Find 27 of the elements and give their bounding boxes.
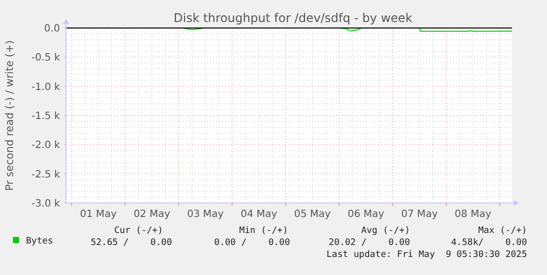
text: Last update: Fri May 9 05:30:30 2025 — [326, 250, 527, 260]
text: 20.02 / 0.00 — [328, 238, 410, 248]
y-axis-title: Pr second read (-) / write (+) — [4, 40, 16, 191]
x-tick-label: 07 May — [401, 209, 438, 220]
y-tick-label: -1.0 k — [32, 82, 60, 93]
text: 4.58k/ 0.00 — [451, 238, 527, 248]
y-tick-label: -1.5 k — [32, 111, 60, 122]
x-tick-label: 03 May — [187, 209, 224, 220]
x-tick-label: 08 May — [454, 209, 492, 220]
y-tick-label: -3.0 k — [32, 198, 60, 210]
text: Cur (-/+) — [114, 226, 163, 236]
y-tick-label: -2.0 k — [32, 140, 60, 152]
x-tick-label: 06 May — [348, 209, 384, 220]
text: 52.65 / 0.00 — [90, 238, 172, 248]
x-tick-label: 05 May — [294, 209, 331, 220]
text: Min (-/+) — [239, 226, 288, 236]
y-tick-label: -0.5 k — [32, 52, 60, 64]
text: Avg (-/+) — [361, 226, 410, 236]
chart-title: Disk throughput for /dev/sdfq - by week — [174, 11, 412, 25]
x-tick-label: 02 May — [134, 209, 170, 220]
text: 0.00 / 0.00 — [214, 238, 290, 248]
y-tick-label: 0.0 — [44, 24, 60, 34]
y-tick-label: -2.5 k — [32, 169, 60, 180]
x-tick-label: 01 May — [80, 209, 117, 220]
legend-label: Bytes — [26, 236, 54, 246]
text: Max (-/+) — [478, 226, 527, 236]
x-tick-label: 04 May — [240, 209, 278, 220]
